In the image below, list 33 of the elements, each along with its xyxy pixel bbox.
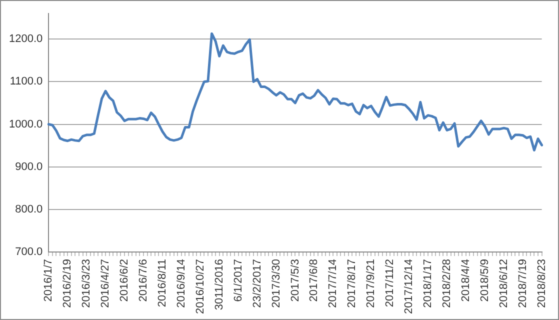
x-tick-label: 2018/8/23 xyxy=(536,258,548,308)
x-tick-label: 2018/1/17 xyxy=(422,258,434,308)
x-tick-label: 2017/5/3 xyxy=(289,258,302,302)
x-tick-label: 2016/9/14 xyxy=(175,258,188,308)
x-tick-label: 2017/12/14 xyxy=(403,258,416,314)
x-tick-label: 2017/11/2 xyxy=(384,258,396,308)
x-tick-label: 2016/1/7 xyxy=(42,258,55,302)
x-tick-label: 2018/4/4 xyxy=(460,258,472,302)
x-tick-label: 2018/6/12 xyxy=(498,258,510,308)
y-tick-label: 1100.0 xyxy=(10,76,43,88)
x-tick-label: 3011/2016 xyxy=(213,258,226,310)
x-tick-label: 2018/5/9 xyxy=(478,258,491,302)
y-tick-label: 900.0 xyxy=(15,160,43,173)
x-tick-label: 2017/3/30 xyxy=(270,258,282,308)
x-tick-label: 23/2/2017 xyxy=(251,258,264,308)
x-tick-label: 2018/7/19 xyxy=(516,258,529,308)
y-tick-label: 1000.0 xyxy=(8,118,43,130)
x-tick-label: 2016/2/19 xyxy=(62,258,74,308)
x-tick-label: 2016/8/11 xyxy=(156,258,168,308)
x-tick-label: 2017/8/17 xyxy=(346,258,358,308)
y-tick-label: 800.0 xyxy=(15,203,43,216)
y-tick-label: 1200.0 xyxy=(8,33,43,46)
x-tick-label: 2016/10/27 xyxy=(194,258,206,314)
x-tick-label: 2016/7/6 xyxy=(138,258,150,302)
x-tick-label: 2016/3/23 xyxy=(80,258,93,308)
x-tick-label: 6/1/2017 xyxy=(232,258,244,302)
x-tick-label: 2017/9/21 xyxy=(365,258,378,308)
x-tick-label: 2017/6/8 xyxy=(308,258,320,302)
x-tick-label: 2016/4/27 xyxy=(100,258,112,308)
y-tick-label: 700.0 xyxy=(15,246,43,258)
x-tick-label: 2018/2/28 xyxy=(440,258,453,308)
x-tick-label: 2017/7/14 xyxy=(327,258,340,308)
x-tick-label: 2016/6/2 xyxy=(118,258,131,302)
